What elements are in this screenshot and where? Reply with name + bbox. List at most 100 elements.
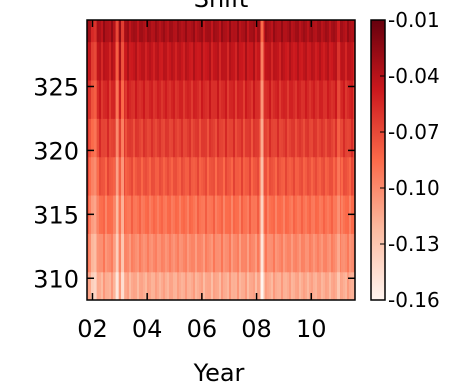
heatmap-cell xyxy=(351,233,354,273)
heatmap-cell xyxy=(253,156,256,196)
heatmap-cell xyxy=(113,156,116,196)
heatmap-cell xyxy=(105,41,108,81)
heatmap-cell xyxy=(307,118,310,158)
heatmap-cell xyxy=(225,118,228,158)
heatmap-cell xyxy=(279,118,282,158)
heatmap-cell xyxy=(273,195,276,234)
heatmap-cell xyxy=(301,80,304,119)
heatmap-cell xyxy=(265,233,268,273)
heatmap-cell xyxy=(305,20,308,43)
heatmap-cell xyxy=(101,41,104,81)
heatmap-cell xyxy=(207,20,210,43)
heatmap-cell xyxy=(101,80,104,119)
heatmap-cell xyxy=(247,41,250,81)
y-tick-label: 325 xyxy=(33,73,79,101)
heatmap-cell xyxy=(231,271,234,301)
heatmap-cell xyxy=(133,118,136,158)
heatmap-cell xyxy=(89,80,92,119)
heatmap-cell xyxy=(339,20,342,43)
heatmap-cell xyxy=(343,233,346,273)
heatmap-cell xyxy=(285,20,288,43)
heatmap-cell xyxy=(235,20,238,43)
heatmap-cell xyxy=(189,233,192,273)
heatmap-cell xyxy=(221,80,224,119)
heatmap-cell xyxy=(303,118,306,158)
heatmap-cell xyxy=(207,271,210,301)
heatmap-cell xyxy=(215,233,218,273)
heatmap-cell xyxy=(253,233,256,273)
heatmap-cell xyxy=(293,80,296,119)
heatmap-cell xyxy=(279,41,282,81)
heatmap-cell xyxy=(113,233,116,273)
heatmap-cell xyxy=(111,80,114,119)
heatmap-cell xyxy=(221,271,224,301)
heatmap-cell xyxy=(341,41,344,81)
heatmap-cell xyxy=(181,195,184,234)
heatmap-cell xyxy=(131,41,134,81)
heatmap-streak xyxy=(90,41,94,81)
heatmap-cell xyxy=(193,20,196,43)
heatmap-cell xyxy=(193,271,196,301)
heatmap-cell xyxy=(339,271,342,301)
heatmap-cell xyxy=(279,195,282,234)
heatmap-cell xyxy=(165,80,168,119)
heatmap-cell xyxy=(153,271,156,301)
heatmap-cell xyxy=(349,118,352,158)
heatmap-cell xyxy=(331,233,334,273)
heatmap-cell xyxy=(319,195,322,234)
heatmap-cell xyxy=(269,271,272,301)
heatmap-cell xyxy=(271,271,274,301)
heatmap-cell xyxy=(175,118,178,158)
heatmap-cell xyxy=(219,156,222,196)
heatmap-cell xyxy=(187,41,190,81)
heatmap-streak xyxy=(90,20,94,43)
heatmap-cell xyxy=(173,271,176,301)
heatmap-cell xyxy=(269,41,272,81)
heatmap-cell xyxy=(313,80,316,119)
heatmap-cell xyxy=(111,233,114,273)
heatmap-cell xyxy=(271,20,274,43)
heatmap-cell xyxy=(327,195,330,234)
heatmap-cell xyxy=(197,118,200,158)
heatmap-cell xyxy=(203,195,206,234)
heatmap-cell xyxy=(241,271,244,301)
heatmap-cell xyxy=(179,156,182,196)
heatmap-cell xyxy=(105,20,108,43)
heatmap-cell xyxy=(147,271,150,301)
heatmap-cell xyxy=(99,271,102,301)
heatmap-cell xyxy=(107,156,110,196)
heatmap-cell xyxy=(243,156,246,196)
heatmap-cell xyxy=(199,195,202,234)
heatmap-cell xyxy=(269,233,272,273)
heatmap-cell xyxy=(225,20,228,43)
heatmap-cell xyxy=(281,195,284,234)
heatmap-streak xyxy=(260,80,264,119)
heatmap-cell xyxy=(239,156,242,196)
heatmap-cell xyxy=(111,41,114,81)
heatmap-streak xyxy=(121,80,125,119)
heatmap-cell xyxy=(147,41,150,81)
heatmap-cell xyxy=(287,156,290,196)
heatmap-cell xyxy=(179,41,182,81)
heatmap-cell xyxy=(251,20,254,43)
heatmap-cell xyxy=(305,41,308,81)
heatmap-cell xyxy=(157,195,160,234)
heatmap-cell xyxy=(185,195,188,234)
heatmap-cell xyxy=(201,233,204,273)
heatmap-streak xyxy=(121,233,125,273)
heatmap-cell xyxy=(301,156,304,196)
heatmap-cell xyxy=(267,156,270,196)
heatmap-cell xyxy=(255,41,258,81)
heatmap-cell xyxy=(155,118,158,158)
heatmap-cell xyxy=(255,20,258,43)
heatmap-cell xyxy=(215,80,218,119)
heatmap-cell xyxy=(193,41,196,81)
heatmap-cell xyxy=(241,195,244,234)
heatmap-cell xyxy=(193,80,196,119)
heatmap-cell xyxy=(281,271,284,301)
heatmap-cell xyxy=(245,118,248,158)
heatmap-cell xyxy=(131,271,134,301)
heatmap-cell xyxy=(191,118,194,158)
heatmap-cell xyxy=(295,41,298,81)
heatmap-cell xyxy=(277,20,280,43)
